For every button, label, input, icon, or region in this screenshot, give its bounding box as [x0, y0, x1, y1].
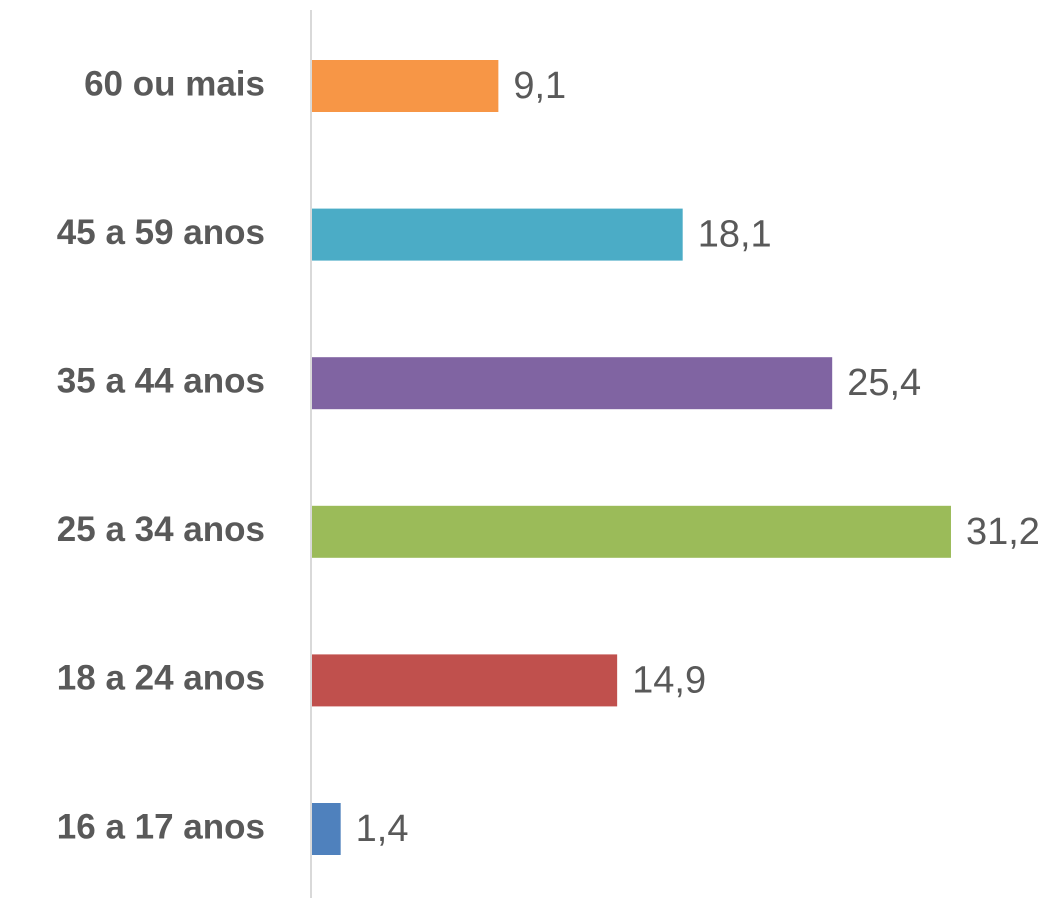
- bar: [312, 60, 499, 112]
- bar: [312, 505, 951, 558]
- bar: [312, 357, 833, 410]
- value-label: 18,1: [698, 214, 772, 256]
- value-label: 25,4: [847, 362, 921, 404]
- bar: [312, 208, 683, 261]
- value-label: 1,4: [356, 808, 409, 850]
- category-label: 25 a 34 anos: [57, 510, 265, 549]
- value-label: 31,2: [966, 511, 1040, 553]
- category-label: 35 a 44 anos: [57, 361, 265, 400]
- category-label: 60 ou mais: [84, 64, 265, 103]
- category-label: 45 a 59 anos: [57, 213, 265, 252]
- category-label: 16 a 17 anos: [57, 807, 265, 846]
- value-label: 9,1: [513, 65, 566, 107]
- bar: [312, 654, 618, 707]
- value-label: 14,9: [632, 659, 706, 701]
- category-label: 18 a 24 anos: [57, 659, 265, 698]
- bar: [312, 803, 341, 855]
